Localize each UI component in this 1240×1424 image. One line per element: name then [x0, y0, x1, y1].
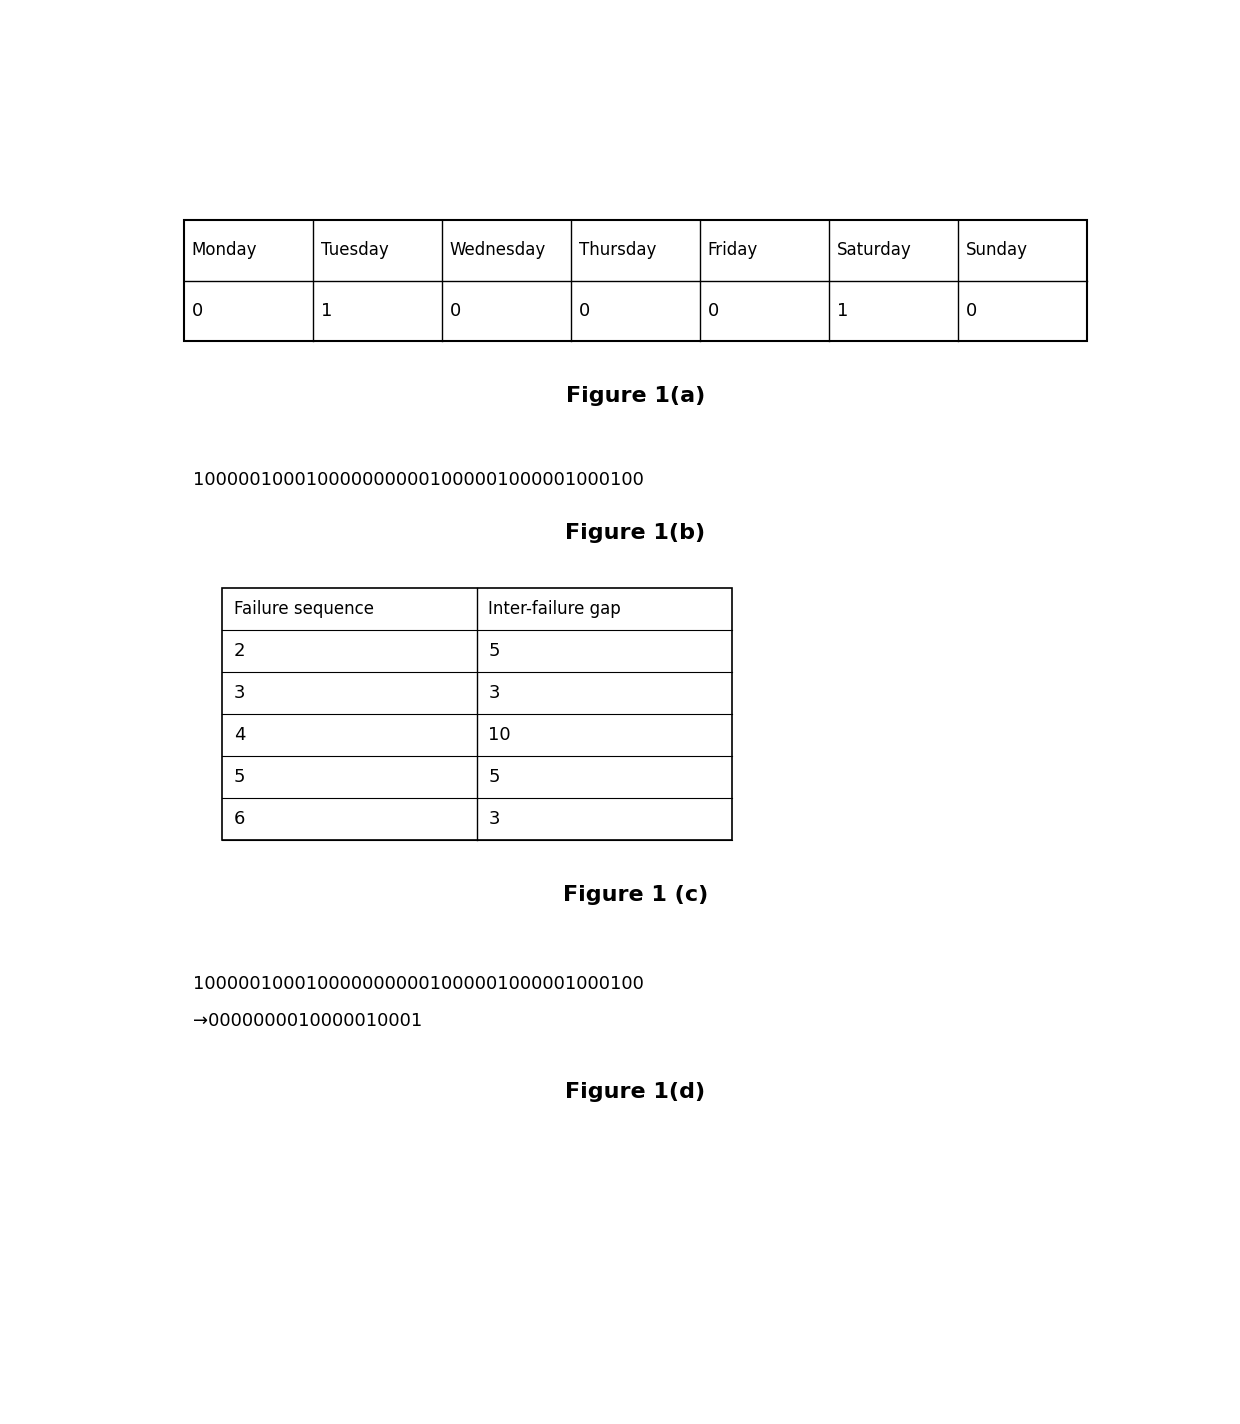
Text: Inter-failure gap: Inter-failure gap	[489, 600, 621, 618]
Text: Figure 1(b): Figure 1(b)	[565, 523, 706, 543]
Text: 4: 4	[234, 726, 246, 743]
Text: Saturday: Saturday	[837, 242, 911, 259]
Text: 5: 5	[234, 768, 246, 786]
Text: 6: 6	[234, 810, 246, 827]
Text: 0: 0	[708, 302, 719, 319]
Text: Tuesday: Tuesday	[321, 242, 388, 259]
Text: Figure 1(a): Figure 1(a)	[565, 386, 706, 406]
Text: 0: 0	[966, 302, 977, 319]
Text: 10: 10	[489, 726, 511, 743]
Text: Thursday: Thursday	[579, 242, 656, 259]
Text: 1000001000100000000001000001000001000100: 1000001000100000000001000001000001000100	[193, 471, 645, 488]
Text: 3: 3	[489, 684, 500, 702]
Text: 3: 3	[234, 684, 246, 702]
Text: 1: 1	[837, 302, 848, 319]
Bar	[222, 588, 732, 840]
Text: Monday: Monday	[191, 242, 257, 259]
Text: 2: 2	[234, 642, 246, 659]
Text: 0: 0	[191, 302, 203, 319]
Text: Figure 1(d): Figure 1(d)	[565, 1082, 706, 1102]
Text: Sunday: Sunday	[966, 242, 1028, 259]
Text: Figure 1 (c): Figure 1 (c)	[563, 884, 708, 904]
Text: 1000001000100000000001000001000001000100: 1000001000100000000001000001000001000100	[193, 975, 645, 994]
Text: →0000000010000010001: →0000000010000010001	[193, 1011, 423, 1030]
Text: 5: 5	[489, 768, 500, 786]
Text: Failure sequence: Failure sequence	[234, 600, 373, 618]
Text: 0: 0	[450, 302, 461, 319]
Text: Wednesday: Wednesday	[450, 242, 546, 259]
Text: Friday: Friday	[708, 242, 758, 259]
Text: 5: 5	[489, 642, 500, 659]
Bar	[184, 221, 1087, 340]
Text: 1: 1	[321, 302, 332, 319]
Text: 3: 3	[489, 810, 500, 827]
Text: 0: 0	[579, 302, 590, 319]
